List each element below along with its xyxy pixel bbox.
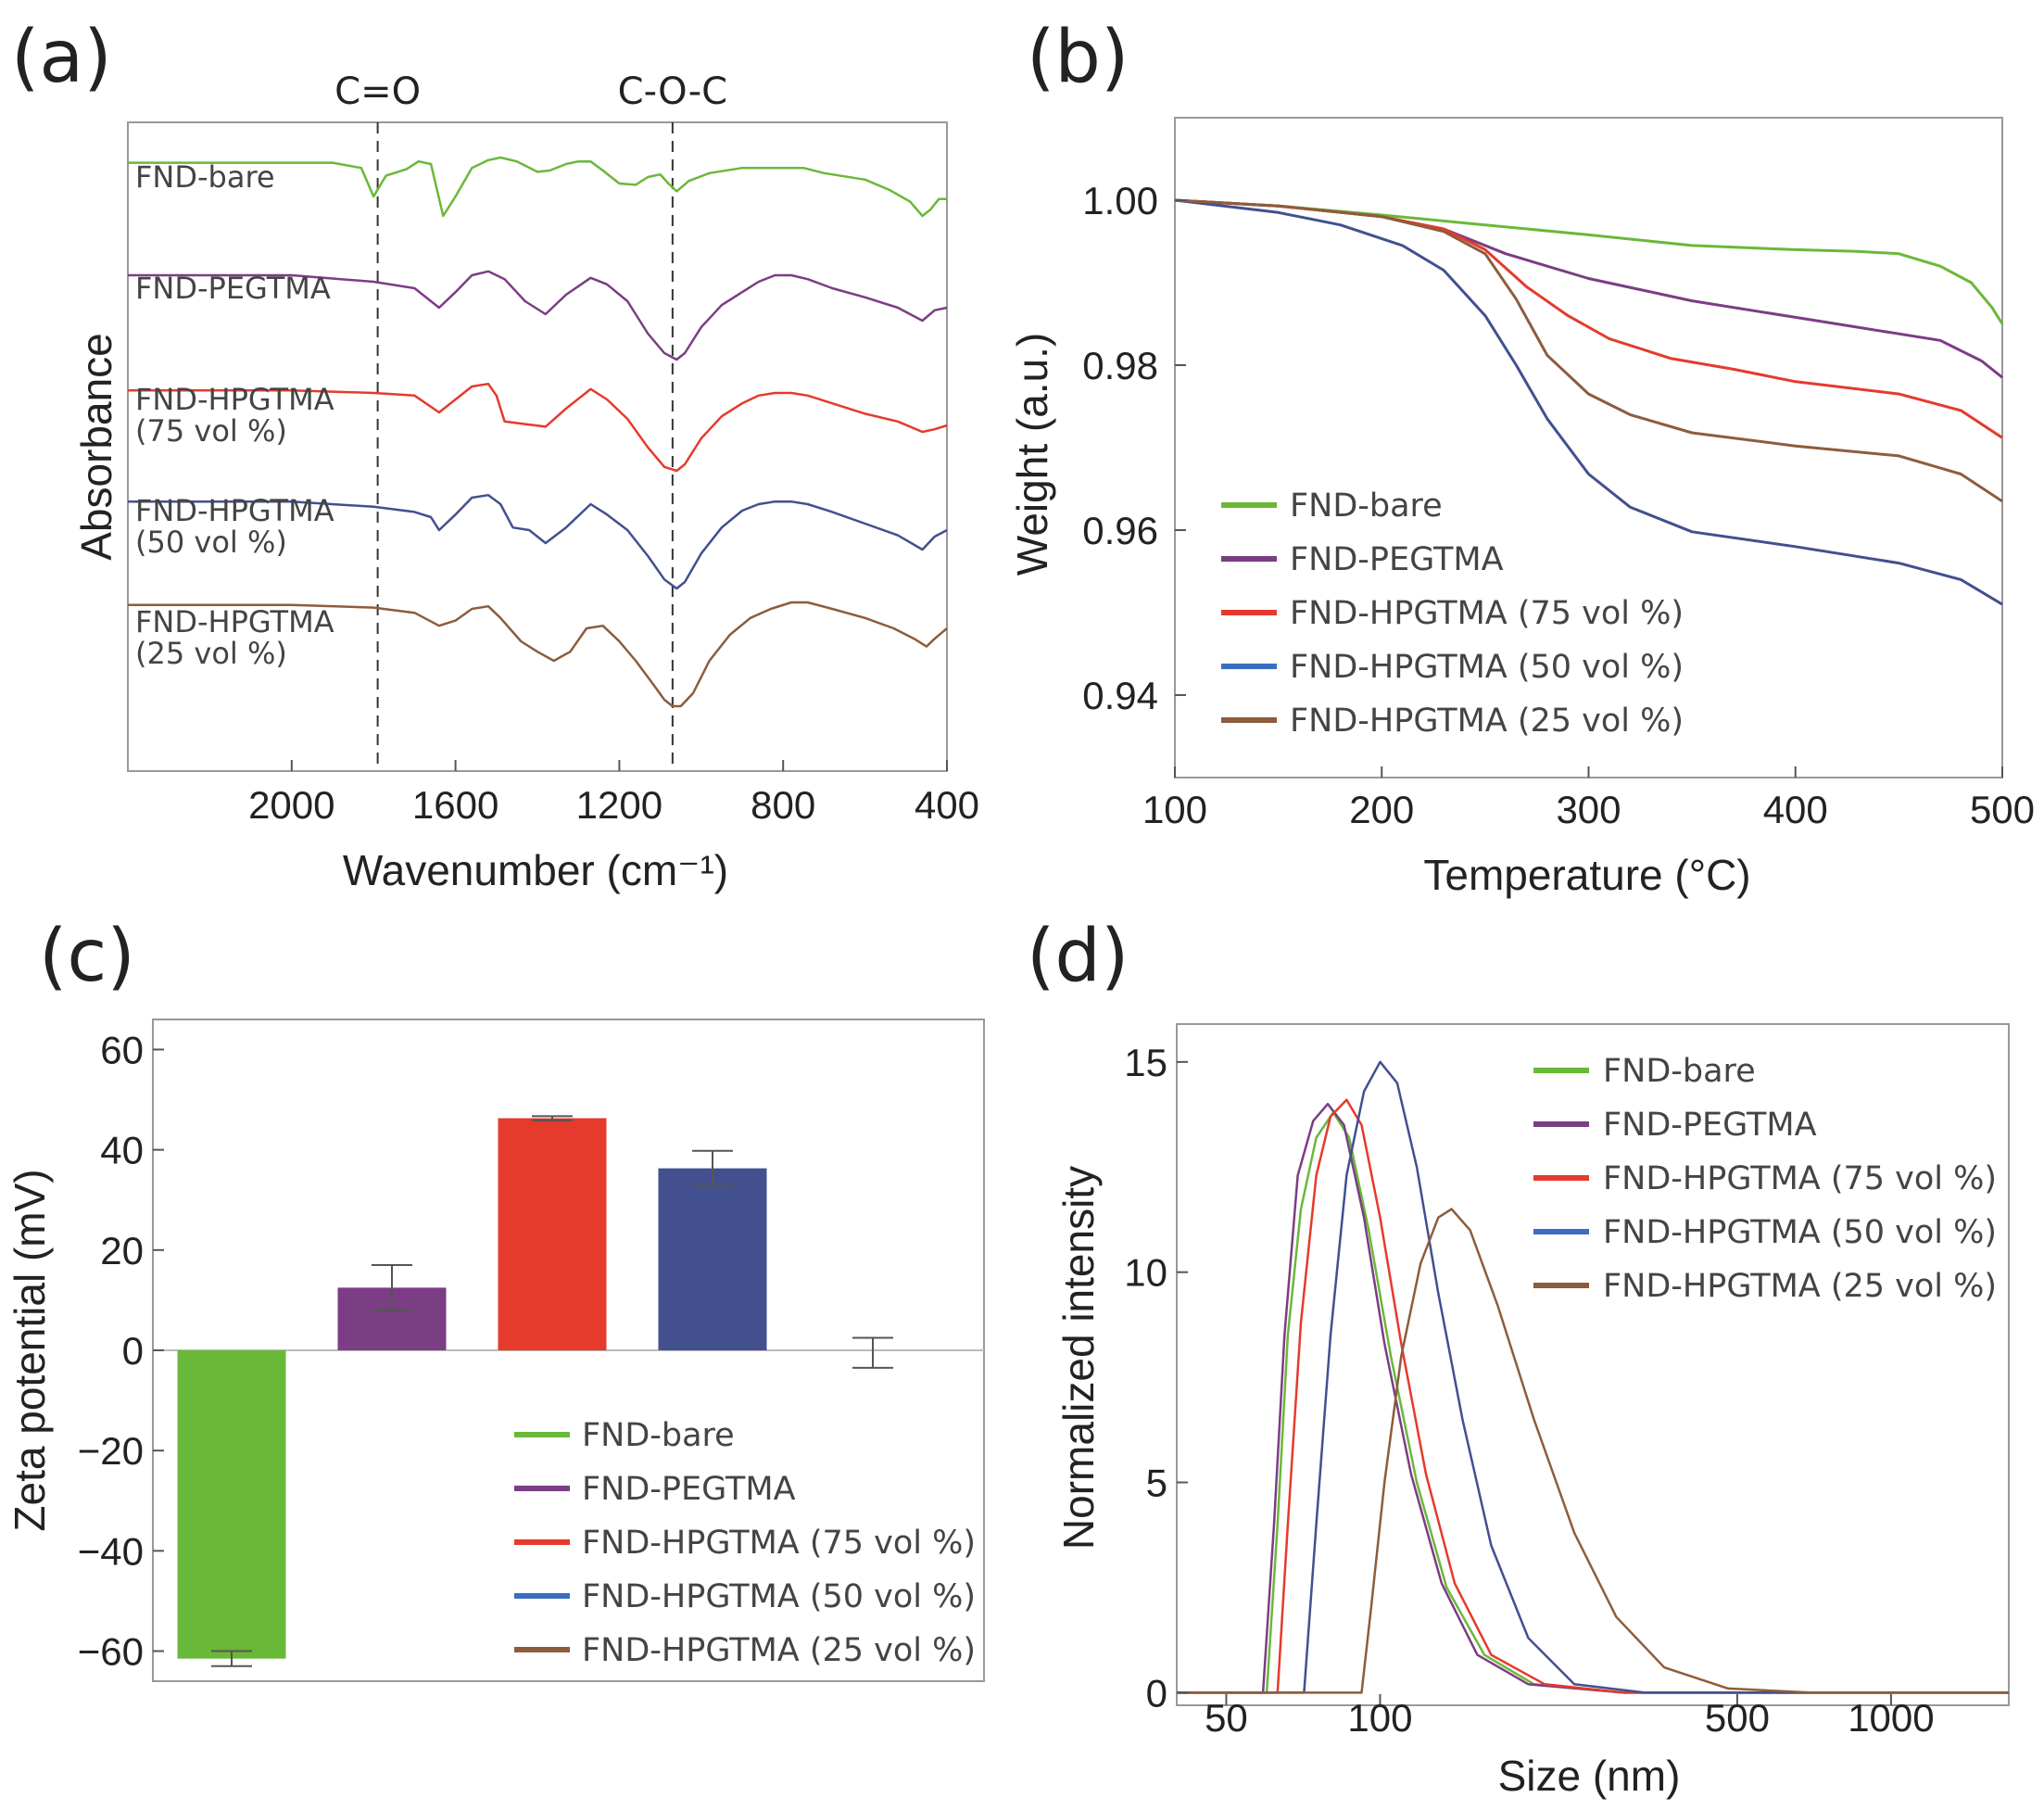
- legend-label-fnd-hpgtma-50-vol: FND-HPGTMA (50 vol %): [582, 1578, 976, 1615]
- panel-b-xtick-500: 500: [1970, 788, 2035, 831]
- legend-label-fnd-hpgtma-25-vol: FND-HPGTMA (25 vol %): [1603, 1268, 1997, 1305]
- legend-label-fnd-hpgtma-75-vol: FND-HPGTMA (75 vol %): [582, 1525, 976, 1562]
- panel-c-ytick-0: −60: [78, 1630, 144, 1674]
- dls-line-fnd-hpgtma-50-vol: [1177, 1060, 2009, 1694]
- ftir-line-fnd-hpgtma-25-vol: [128, 601, 948, 708]
- panel-a-ftir: C=O C-O-C FND-bareFND-PEGTMAFND-HPGTMA(75…: [72, 70, 979, 894]
- legend-label-fnd-pegtma: FND-PEGTMA: [1603, 1107, 1817, 1144]
- annotation-c-o: C=O: [334, 70, 421, 113]
- panel-a-frame: [127, 121, 948, 772]
- tga-line-fnd-bare: [1174, 198, 2004, 325]
- tga-line-fnd-hpgtma-25-vol: [1174, 198, 2003, 503]
- panel-c-zeta: −60 −40 −20 0 20 40 60 FND-bare FND-PEGTMA FND-H…: [6, 1019, 985, 1682]
- panel-b-label: (b): [1027, 16, 1129, 99]
- tga-line-fnd-hpgtma-50-vol: [1174, 198, 2003, 606]
- legend-label-fnd-pegtma: FND-PEGTMA: [1290, 541, 1504, 578]
- panel-d-ytick-5: 5: [1146, 1462, 1167, 1505]
- bar-fnd-hpgtma-75-vol: [498, 1118, 607, 1350]
- panel-b-ylabel: Weight (a.u.): [1008, 333, 1056, 576]
- panel-b-xtick-300: 300: [1556, 788, 1621, 831]
- panel-a-xlabel: Wavenumber (cm⁻¹): [343, 846, 728, 894]
- ftir-line-fnd-hpgtma-75-vol: [128, 382, 948, 473]
- ftir-line-fnd-bare: [128, 156, 947, 218]
- panel-d-ytick-0: 0: [1146, 1671, 1167, 1715]
- panel-c-ytick-2: −20: [78, 1429, 144, 1473]
- panel-c-ytick-1: −40: [78, 1529, 144, 1573]
- panel-a-xtick-2000: 2000: [248, 783, 334, 827]
- panel-d-ytick-10: 10: [1124, 1251, 1167, 1295]
- ftir-label-fnd-hpgtma-50-vol-0: FND-HPGTMA: [135, 493, 334, 528]
- panel-b-ytick-0: 0.94: [1082, 674, 1158, 717]
- panel-a-ylabel: Absorbance: [72, 333, 120, 561]
- bar-fnd-hpgtma-50-vol: [658, 1168, 767, 1350]
- dls-line-fnd-hpgtma-75-vol: [1177, 1098, 2009, 1694]
- panel-d-xtick-100: 100: [1347, 1696, 1412, 1740]
- panel-c-ylabel: Zeta potential (mV): [6, 1169, 54, 1531]
- panel-c-ytick-5: 40: [100, 1129, 144, 1172]
- tga-line-fnd-pegtma: [1174, 198, 2003, 379]
- legend-label-fnd-pegtma: FND-PEGTMA: [582, 1471, 796, 1508]
- ftir-label-fnd-hpgtma-50-vol-1: (50 vol %): [135, 525, 287, 560]
- panel-b-ytick-2: 0.98: [1082, 344, 1158, 387]
- panel-b-ytick-1: 0.96: [1082, 509, 1158, 552]
- panel-c-ytick-6: 60: [100, 1028, 144, 1071]
- ftir-label-fnd-hpgtma-25-vol-1: (25 vol %): [135, 636, 287, 671]
- ftir-line-fnd-pegtma: [128, 270, 948, 361]
- panel-d-xlabel: Size (nm): [1498, 1752, 1681, 1800]
- ftir-label-fnd-pegtma-0: FND-PEGTMA: [135, 271, 331, 306]
- ftir-label-fnd-bare-0: FND-bare: [135, 159, 275, 195]
- legend-label-fnd-hpgtma-75-vol: FND-HPGTMA (75 vol %): [1290, 595, 1684, 632]
- panel-a-label: (a): [11, 16, 112, 99]
- panel-d-ytick-15: 15: [1124, 1041, 1167, 1084]
- dls-line-fnd-hpgtma-25-vol: [1177, 1208, 2009, 1694]
- panel-c-label: (c): [39, 915, 135, 998]
- panel-a-xtick-800: 800: [751, 783, 815, 827]
- panel-d-ylabel: Normalized intensity: [1054, 1166, 1103, 1550]
- dls-line-fnd-pegtma: [1177, 1102, 2009, 1694]
- panel-b-xlabel: Temperature (°C): [1423, 851, 1750, 899]
- panel-a-xtick-1200: 1200: [576, 783, 662, 827]
- panel-d-xtick-50: 50: [1205, 1696, 1248, 1740]
- panel-b-xtick-200: 200: [1349, 788, 1414, 831]
- panel-d-frame: [1176, 1023, 2010, 1706]
- ftir-label-fnd-hpgtma-75-vol-1: (75 vol %): [135, 413, 287, 449]
- ftir-label-fnd-hpgtma-75-vol-0: FND-HPGTMA: [135, 382, 334, 417]
- legend-label-fnd-bare: FND-bare: [582, 1417, 735, 1454]
- legend-label-fnd-hpgtma-25-vol: FND-HPGTMA (25 vol %): [582, 1632, 976, 1669]
- legend-label-fnd-hpgtma-25-vol: FND-HPGTMA (25 vol %): [1290, 702, 1684, 740]
- ftir-line-fnd-hpgtma-50-vol: [128, 493, 948, 590]
- panel-a-xtick-1600: 1600: [412, 783, 498, 827]
- annotation-c-o-c: C-O-C: [618, 70, 727, 113]
- legend-label-fnd-bare: FND-bare: [1290, 487, 1443, 525]
- panel-d-xtick-500: 500: [1705, 1696, 1770, 1740]
- panel-c-ytick-4: 20: [100, 1229, 144, 1272]
- panel-d-xtick-1000: 1000: [1848, 1696, 1934, 1740]
- dls-line-fnd-bare: [1177, 1111, 2009, 1694]
- panel-b-xtick-100: 100: [1142, 788, 1207, 831]
- legend-label-fnd-bare: FND-bare: [1603, 1053, 1756, 1090]
- panel-b-xtick-400: 400: [1763, 788, 1828, 831]
- legend-label-fnd-hpgtma-50-vol: FND-HPGTMA (50 vol %): [1603, 1214, 1997, 1251]
- panel-d-dls: 50 100 500 1000 0 5 10 15 FND-bare FND-PEGTMA FND…: [1054, 1023, 2010, 1800]
- legend-label-fnd-hpgtma-50-vol: FND-HPGTMA (50 vol %): [1290, 649, 1684, 686]
- panel-b-ytick-3: 1.00: [1082, 179, 1158, 222]
- panel-b-tga: 100 200 300 400 500 0.94 0.96 0.98 1.00 FND-bare…: [1008, 117, 2035, 899]
- legend-label-fnd-hpgtma-75-vol: FND-HPGTMA (75 vol %): [1603, 1160, 1997, 1197]
- ftir-label-fnd-hpgtma-25-vol-0: FND-HPGTMA: [135, 604, 334, 639]
- panel-d-label: (d): [1027, 915, 1129, 998]
- panel-c-ytick-3: 0: [122, 1329, 144, 1373]
- bar-fnd-bare: [177, 1350, 286, 1659]
- panel-a-xtick-400: 400: [915, 783, 979, 827]
